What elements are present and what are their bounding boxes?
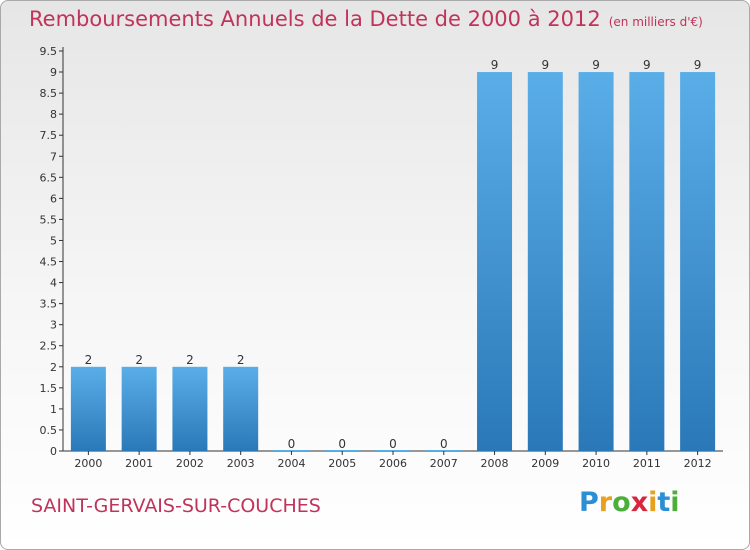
y-tick-label-4: 2 [50, 361, 57, 374]
y-tick-label-9: 4.5 [40, 256, 58, 269]
data-label-2012: 9 [694, 58, 702, 72]
y-tick-label-11: 5.5 [40, 213, 58, 226]
bar-2006 [375, 450, 411, 451]
x-tick-label-2005: 2005 [328, 457, 356, 470]
logo-letter-0: P [579, 487, 599, 518]
y-tick-label-14: 7 [50, 150, 57, 163]
y-tick-label-0: 0 [50, 445, 57, 458]
data-label-2009: 9 [541, 58, 549, 72]
data-label-2005: 0 [338, 437, 346, 451]
proxiti-logo: Proxiti [579, 487, 680, 518]
x-tick-label-2009: 2009 [531, 457, 559, 470]
x-tick-label-2006: 2006 [379, 457, 407, 470]
bar-2011 [629, 72, 665, 451]
y-tick-label-15: 7.5 [40, 129, 58, 142]
y-tick-label-16: 8 [50, 108, 57, 121]
x-tick-label-2011: 2011 [633, 457, 661, 470]
x-tick-label-2004: 2004 [277, 457, 305, 470]
x-tick-label-2000: 2000 [74, 457, 102, 470]
data-label-2003: 2 [237, 353, 245, 367]
bar-2002 [172, 366, 208, 451]
data-label-2001: 2 [135, 353, 143, 367]
logo-letter-3: x [630, 487, 649, 518]
y-tick-label-7: 3.5 [40, 298, 58, 311]
bar-2008 [477, 72, 513, 451]
y-tick-label-2: 1 [50, 403, 57, 416]
y-tick-label-5: 2.5 [40, 340, 58, 353]
commune-name: SAINT-GERVAIS-SUR-COUCHES [31, 495, 321, 517]
data-label-2008: 9 [491, 58, 499, 72]
y-tick-label-10: 5 [50, 234, 57, 247]
x-tick-label-2007: 2007 [430, 457, 458, 470]
y-tick-label-6: 3 [50, 319, 57, 332]
bar-2007 [426, 450, 462, 451]
y-tick-label-13: 6.5 [40, 171, 58, 184]
data-label-2000: 2 [85, 353, 93, 367]
data-label-2002: 2 [186, 353, 194, 367]
bar-2009 [527, 72, 563, 451]
bar-2000 [70, 366, 106, 451]
logo-letter-2: o [612, 487, 631, 518]
x-tick-label-2002: 2002 [176, 457, 204, 470]
bar-2010 [578, 72, 614, 451]
data-label-2004: 0 [288, 437, 296, 451]
data-label-2011: 9 [643, 58, 651, 72]
y-tick-label-1: 0.5 [40, 424, 58, 437]
x-tick-label-2003: 2003 [227, 457, 255, 470]
logo-letter-5: t [657, 487, 671, 518]
chart-unit: (en milliers d'€) [608, 15, 703, 29]
bar-2012 [680, 72, 716, 451]
y-tick-label-17: 8.5 [40, 87, 58, 100]
x-tick-label-2008: 2008 [481, 457, 509, 470]
chart-title-text: Remboursements Annuels de la Dette de 20… [29, 7, 601, 31]
logo-letter-6: i [670, 487, 680, 518]
bar-2001 [121, 366, 157, 451]
y-tick-label-12: 6 [50, 192, 57, 205]
data-label-2007: 0 [440, 437, 448, 451]
bar-2004 [273, 450, 309, 451]
bar-2003 [223, 366, 259, 451]
logo-letter-4: i [648, 487, 658, 518]
data-label-2010: 9 [592, 58, 600, 72]
chart-title: Remboursements Annuels de la Dette de 20… [29, 7, 703, 31]
y-tick-label-8: 4 [50, 277, 57, 290]
x-tick-label-2001: 2001 [125, 457, 153, 470]
x-tick-label-2012: 2012 [684, 457, 712, 470]
data-label-2006: 0 [389, 437, 397, 451]
y-tick-label-18: 9 [50, 66, 57, 79]
y-tick-label-3: 1.5 [40, 382, 58, 395]
bar-2005 [324, 450, 360, 451]
logo-letter-1: r [598, 487, 613, 518]
x-tick-label-2010: 2010 [582, 457, 610, 470]
y-tick-label-19: 9.5 [40, 45, 58, 58]
